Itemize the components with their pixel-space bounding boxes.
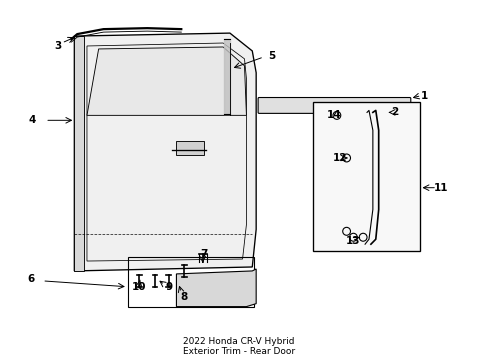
Text: 7: 7 — [200, 249, 207, 259]
Text: 2022 Honda CR-V Hybrid
Exterior Trim - Rear Door: 2022 Honda CR-V Hybrid Exterior Trim - R… — [182, 337, 294, 356]
Text: 10: 10 — [132, 282, 146, 292]
FancyBboxPatch shape — [258, 98, 410, 113]
Bar — [312, 103, 419, 251]
Text: 11: 11 — [433, 183, 447, 193]
Bar — [74, 36, 84, 271]
Text: 9: 9 — [165, 282, 172, 292]
PathPatch shape — [176, 269, 256, 307]
FancyBboxPatch shape — [362, 105, 387, 119]
Bar — [176, 141, 203, 155]
Text: 2: 2 — [391, 107, 398, 117]
Text: 4: 4 — [29, 115, 36, 125]
Text: 3: 3 — [54, 41, 61, 51]
Text: 13: 13 — [346, 236, 360, 246]
PathPatch shape — [87, 47, 246, 115]
Text: 1: 1 — [420, 90, 427, 100]
Text: 6: 6 — [27, 274, 34, 284]
Bar — [127, 257, 254, 307]
Text: 12: 12 — [332, 153, 346, 163]
Text: 8: 8 — [180, 292, 187, 302]
Text: 14: 14 — [326, 111, 341, 120]
Text: 5: 5 — [267, 51, 275, 61]
PathPatch shape — [74, 33, 256, 271]
